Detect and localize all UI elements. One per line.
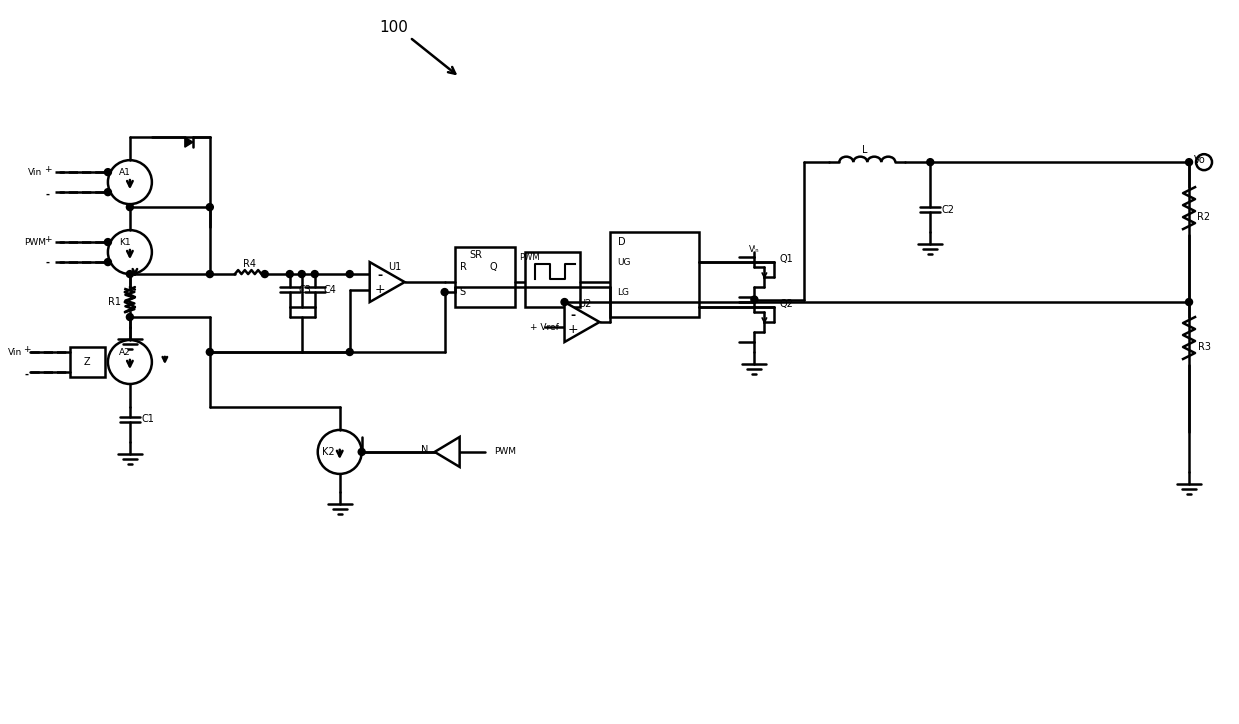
Circle shape xyxy=(207,203,213,211)
Text: Vᴵₙ: Vᴵₙ xyxy=(750,245,760,253)
Circle shape xyxy=(207,348,213,355)
Text: LG: LG xyxy=(617,287,629,297)
Bar xyxy=(610,232,700,317)
Text: Vin: Vin xyxy=(7,348,22,356)
Text: U2: U2 xyxy=(577,299,591,309)
Circle shape xyxy=(346,271,353,277)
Circle shape xyxy=(441,289,449,295)
Text: Q: Q xyxy=(489,262,497,272)
Text: R: R xyxy=(460,262,467,272)
Text: N: N xyxy=(421,445,429,455)
Circle shape xyxy=(104,258,112,266)
Text: Vin: Vin xyxy=(27,168,42,177)
Text: PWM: PWM xyxy=(494,447,517,456)
Text: +: + xyxy=(567,322,577,335)
Circle shape xyxy=(126,203,134,211)
Text: R2: R2 xyxy=(1197,212,1211,222)
Circle shape xyxy=(126,271,134,277)
Text: L: L xyxy=(861,146,867,155)
Circle shape xyxy=(561,298,567,306)
Text: R1: R1 xyxy=(108,297,121,307)
Circle shape xyxy=(207,271,213,277)
Text: R3: R3 xyxy=(1198,342,1211,352)
Circle shape xyxy=(1186,298,1192,306)
Polygon shape xyxy=(565,302,600,342)
Text: C4: C4 xyxy=(323,285,336,295)
Text: A1: A1 xyxy=(119,168,131,177)
Circle shape xyxy=(104,239,112,245)
Text: R4: R4 xyxy=(243,259,256,269)
Circle shape xyxy=(358,448,366,455)
Bar xyxy=(455,247,514,307)
Polygon shape xyxy=(185,137,193,147)
Text: +: + xyxy=(24,345,31,353)
Text: A2: A2 xyxy=(119,348,131,356)
Text: Z: Z xyxy=(84,357,90,367)
Text: PWM: PWM xyxy=(519,253,540,261)
Text: Q1: Q1 xyxy=(779,254,793,264)
Text: C2: C2 xyxy=(942,205,955,215)
Circle shape xyxy=(286,271,294,277)
Circle shape xyxy=(927,159,934,166)
Circle shape xyxy=(126,313,134,321)
Text: D: D xyxy=(617,237,626,247)
Circle shape xyxy=(346,348,353,355)
Text: K1: K1 xyxy=(119,237,130,247)
Text: +: + xyxy=(45,164,52,174)
Bar xyxy=(69,347,105,377)
Circle shape xyxy=(261,271,269,277)
Text: UG: UG xyxy=(617,258,631,266)
Circle shape xyxy=(311,271,318,277)
Bar xyxy=(524,252,580,307)
Text: +: + xyxy=(45,235,52,243)
Circle shape xyxy=(299,271,305,277)
Circle shape xyxy=(751,296,758,303)
Text: -: - xyxy=(46,190,50,200)
Text: + Vref: + Vref xyxy=(529,322,559,332)
Polygon shape xyxy=(435,437,460,467)
Circle shape xyxy=(1186,159,1192,166)
Text: Vo: Vo xyxy=(1194,155,1206,165)
Circle shape xyxy=(104,169,112,176)
Text: C1: C1 xyxy=(141,414,155,424)
Text: Q2: Q2 xyxy=(779,299,793,309)
Circle shape xyxy=(104,189,112,195)
Text: K2: K2 xyxy=(322,447,335,457)
Text: C3: C3 xyxy=(299,285,311,295)
Text: SR: SR xyxy=(470,250,483,260)
Text: PWM: PWM xyxy=(24,237,46,247)
Text: S: S xyxy=(460,287,466,297)
Text: +: + xyxy=(374,282,385,295)
Text: -: - xyxy=(46,258,50,268)
Polygon shape xyxy=(369,262,405,302)
Text: -: - xyxy=(25,370,28,380)
Text: 100: 100 xyxy=(379,20,409,35)
Text: -: - xyxy=(377,269,383,282)
Text: U1: U1 xyxy=(388,262,401,272)
Text: -: - xyxy=(570,308,575,321)
